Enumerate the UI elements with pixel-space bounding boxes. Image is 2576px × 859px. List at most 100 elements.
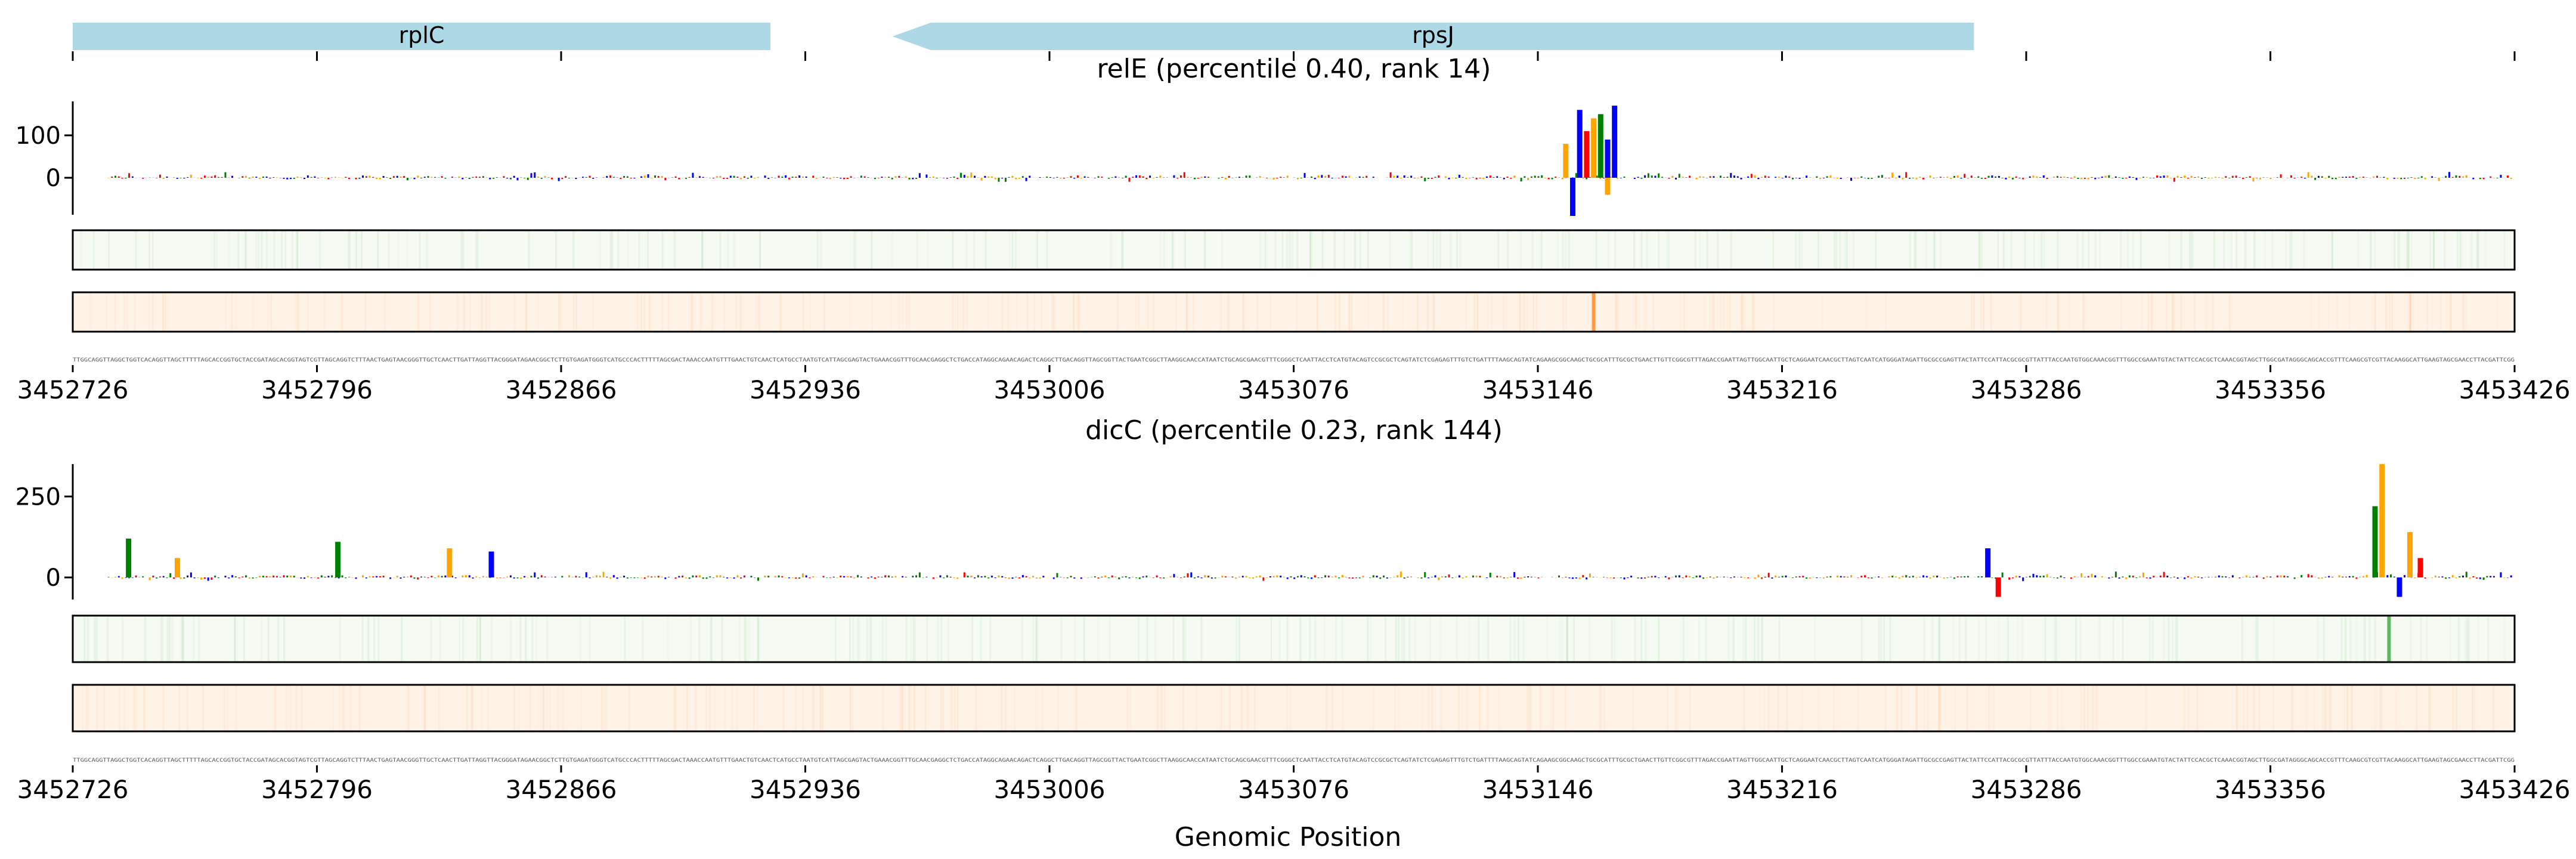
heatmap-cell (2356, 616, 2358, 662)
heatmap-cell (809, 292, 811, 332)
heatmap-cell (92, 230, 95, 270)
heatmap-cell (1566, 616, 1569, 662)
logo-peak (2417, 558, 2423, 577)
heatmap-cell (1997, 230, 1999, 270)
heatmap-cell (1011, 230, 1014, 270)
heatmap-cell (2409, 292, 2411, 332)
heatmap-cell (1723, 292, 1725, 332)
heatmap-cell (795, 685, 797, 731)
heatmap-cell (1433, 292, 1435, 332)
heatmap-cell (2351, 685, 2354, 731)
heatmap-cell (2343, 685, 2346, 731)
heatmap-cell (2141, 292, 2143, 332)
heatmap-cell (710, 616, 713, 662)
heatmap-cell (2253, 685, 2255, 731)
heatmap-cell (1185, 292, 1188, 332)
heatmap-cell (1713, 292, 1715, 332)
heatmap-cell (160, 616, 162, 662)
heatmap-cell (589, 616, 591, 662)
heatmap-cell (485, 292, 488, 332)
heatmap-cell (1778, 616, 1781, 662)
heatmap-cell (2292, 685, 2294, 731)
heatmap-cell (2087, 685, 2089, 731)
heatmap-cell (341, 292, 343, 332)
heatmap-cell (2010, 230, 2012, 270)
heatmap-cell (1846, 230, 1849, 270)
heatmap-cell (2175, 616, 2176, 662)
heatmap-cell (144, 616, 146, 662)
heatmap-cell (1839, 230, 1841, 270)
heatmap-cell (1561, 616, 1563, 662)
heatmap-cell (2236, 685, 2238, 731)
heatmap-cell (609, 230, 612, 270)
heatmap-cell (135, 230, 137, 270)
heatmap-cell (549, 685, 551, 731)
heatmap-cell (2228, 292, 2231, 332)
heatmap-cell (1367, 616, 1369, 662)
heatmap-cell (83, 616, 86, 662)
heatmap-cell (1931, 616, 1934, 662)
heatmap-cell (1270, 616, 1272, 662)
heatmap-cell (2413, 292, 2414, 332)
heatmap-cell (1933, 230, 1936, 270)
heatmap-cell (388, 230, 390, 270)
heatmap-cell (2231, 685, 2233, 731)
heatmap-cell (724, 685, 726, 731)
heatmap-cell (2349, 616, 2352, 662)
x-tick-label: 3453006 (993, 775, 1105, 804)
heatmap-cell (1239, 616, 1241, 662)
heatmap-cell (1072, 292, 1075, 332)
heatmap-cell (812, 685, 815, 731)
heatmap-cell (1077, 292, 1079, 332)
heatmap-cell (1509, 616, 1512, 662)
heatmap-cell (1417, 292, 1419, 332)
heatmap-cell (274, 685, 276, 731)
heatmap-cell (2112, 616, 2114, 662)
heatmap-cell (2492, 685, 2494, 731)
heatmap-cell (236, 292, 237, 332)
heatmap-cell (1757, 616, 1760, 662)
heatmap-cell (456, 292, 459, 332)
heatmap-cell (1431, 685, 1433, 731)
heatmap-cell (2432, 230, 2435, 270)
heatmap-cell (2370, 230, 2372, 270)
heatmap-cell (1900, 685, 1903, 731)
heatmap-cell (487, 685, 490, 731)
heatmap-cell (1634, 292, 1637, 332)
heatmap-cell (2099, 230, 2101, 270)
heatmap-cell (1440, 685, 1442, 731)
heatmap-cell (1427, 230, 1429, 270)
heatmap-cell (1439, 230, 1442, 270)
x-tick-label: 3452796 (261, 775, 373, 804)
heatmap-cell (642, 616, 643, 662)
heatmap-cell (1338, 292, 1340, 332)
heatmap-cell (1468, 616, 1470, 662)
gene-arrow-rpsJ (892, 23, 1974, 50)
heatmap-cell (2223, 230, 2225, 270)
heatmap-cell (1552, 685, 1555, 731)
heatmap-cell (1479, 685, 1481, 731)
heatmap-cell (782, 685, 785, 731)
heatmap-cell (600, 685, 603, 731)
heatmap-cell (1309, 230, 1312, 270)
heatmap-cell (227, 685, 229, 731)
heatmap-cell (1456, 616, 1458, 662)
heatmap-cell (557, 685, 559, 731)
heatmap-cell (1341, 685, 1343, 731)
heatmap-cell (348, 230, 351, 270)
heatmap-cell (1875, 230, 1877, 270)
panel-title: dicC (percentile 0.23, rank 144) (1085, 415, 1503, 446)
heatmap-cell (1608, 230, 1609, 270)
heatmap-cell (224, 685, 226, 731)
sequence-track: TTGGCAGGTTAGGCTGGTCACAGGTTAGCTTTTTAGCACC… (73, 758, 2515, 764)
heatmap-cell (2429, 685, 2431, 731)
heatmap-cell (2151, 292, 2154, 332)
heatmap-cell (701, 230, 704, 270)
heatmap-cell (2080, 685, 2082, 731)
heatmap-cell (1035, 685, 1038, 731)
heatmap-cell (1426, 292, 1429, 332)
heatmap-cell (628, 685, 630, 731)
heatmap-cell (1324, 616, 1326, 662)
heatmap-cell (1487, 685, 1489, 731)
